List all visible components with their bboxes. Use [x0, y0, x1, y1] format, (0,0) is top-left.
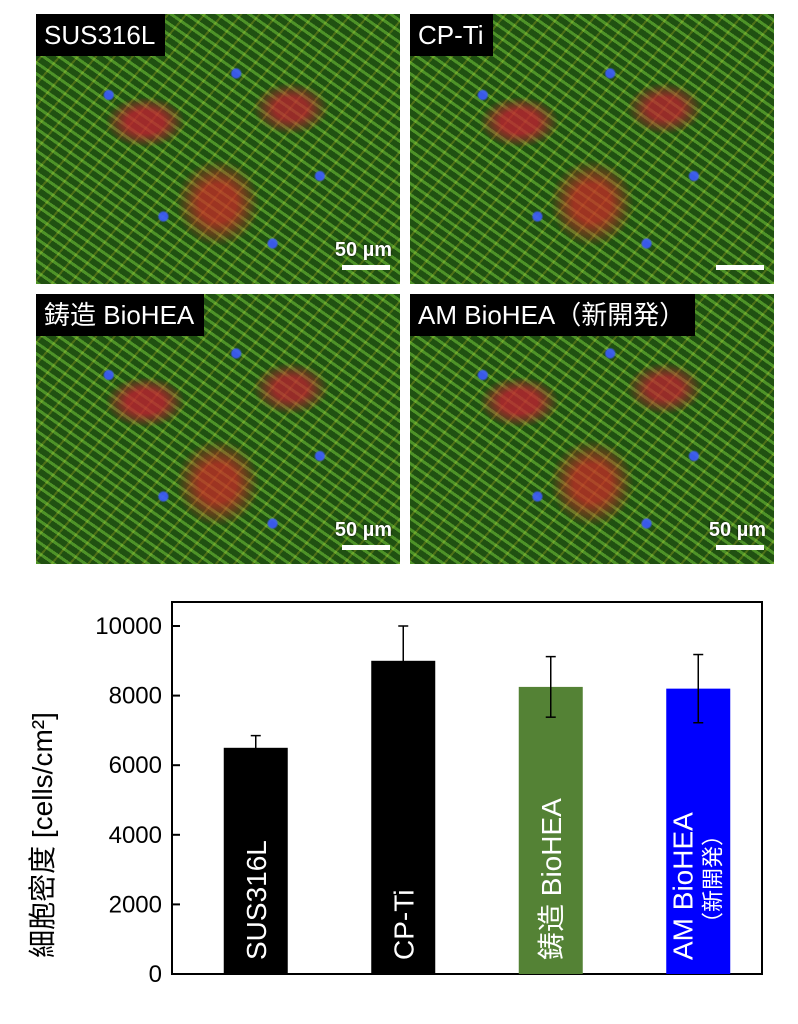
bar-category-label: CP-Ti: [388, 889, 419, 960]
micrograph-cast-biohea: 鋳造 BioHEA 50 µm: [36, 294, 400, 564]
bar-category-label: AM BioHEA: [667, 812, 698, 960]
bar-category-sublabel: （新開発）: [700, 824, 725, 934]
scale-bar-text: 50 µm: [334, 519, 392, 541]
scale-bar: [716, 265, 764, 270]
y-tick-label: 4000: [109, 822, 162, 849]
panel-label-sus316l: SUS316L: [36, 14, 166, 56]
y-tick-label: 0: [149, 961, 162, 988]
y-tick-label: 8000: [109, 683, 162, 710]
scale-bar: [716, 545, 764, 550]
y-tick-label: 2000: [109, 891, 162, 918]
bar-category-label: SUS316L: [241, 840, 272, 960]
scale-bar-text: 50 µm: [708, 519, 766, 541]
plot-frame: [171, 601, 763, 975]
bar: [518, 686, 583, 974]
micrograph-cp-ti: CP-Ti: [410, 14, 774, 284]
scale-bar: [342, 545, 390, 550]
scale-bar-text: 50 µm: [334, 239, 392, 261]
micrograph-am-biohea: AM BioHEA（新開発） 50 µm: [410, 294, 774, 564]
panel-label-cast-biohea: 鋳造 BioHEA: [36, 294, 205, 336]
panel-label-cp-ti: CP-Ti: [410, 14, 494, 56]
bar-category-label: 鋳造 BioHEA: [536, 798, 567, 960]
panel-label-am-biohea: AM BioHEA（新開発）: [410, 294, 696, 336]
cell-density-bar-chart: 細胞密度 [cells/cm²] 0200040006000800010000 …: [27, 601, 763, 988]
scale-bar: [342, 265, 390, 270]
y-tick-label: 10000: [95, 613, 162, 640]
y-tick-label: 6000: [109, 752, 162, 779]
bar: [223, 747, 288, 974]
y-axis-label: 細胞密度 [cells/cm²]: [27, 712, 58, 958]
micrograph-sus316l: SUS316L 50 µm: [36, 14, 400, 284]
bar: [666, 688, 731, 974]
bar: [371, 660, 436, 974]
